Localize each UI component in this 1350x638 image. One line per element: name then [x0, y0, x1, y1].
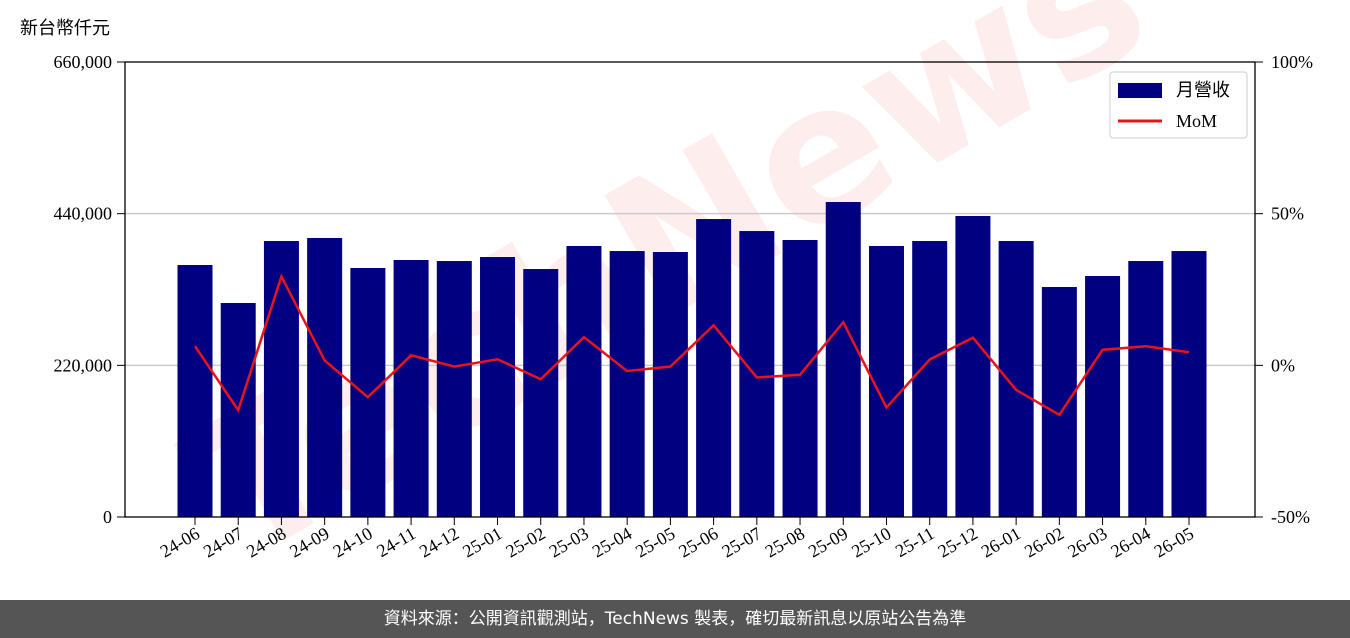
- y2-tick-label: -50%: [1271, 507, 1310, 527]
- bar: [696, 219, 732, 517]
- bar: [307, 238, 343, 518]
- x-tick-label: 26-04: [1107, 523, 1153, 561]
- y2-tick-label: 0%: [1271, 355, 1295, 375]
- footer: 資料來源：公開資訊觀測站，TechNews 製表，確切最新訊息以原站公告為準: [0, 600, 1350, 638]
- bar: [523, 269, 559, 517]
- x-tick-label: 25-03: [546, 523, 592, 561]
- bar: [1171, 251, 1207, 518]
- x-tick-label: 25-11: [892, 523, 938, 561]
- y-tick-label: 440,000: [54, 204, 113, 224]
- bar: [566, 245, 602, 517]
- bar: [825, 202, 861, 517]
- x-tick-label: 26-03: [1064, 523, 1110, 561]
- bar: [263, 241, 299, 518]
- bar: [739, 231, 775, 517]
- x-tick-label: 25-10: [848, 523, 894, 561]
- y-tick-label: 0: [103, 507, 112, 527]
- x-tick-label: 26-02: [1021, 523, 1067, 561]
- bar: [609, 251, 645, 518]
- bar: [912, 241, 948, 518]
- bar: [652, 251, 688, 518]
- bar: [393, 259, 429, 517]
- y-tick-label: 660,000: [54, 52, 113, 72]
- bar: [177, 265, 213, 517]
- y-axis-label: 新台幣仟元: [20, 18, 110, 38]
- y2-tick-label: 50%: [1271, 204, 1304, 224]
- bar: [480, 257, 516, 517]
- bar: [1085, 275, 1121, 517]
- x-tick-label: 25-12: [935, 523, 981, 561]
- legend-swatch: [1118, 83, 1162, 98]
- x-tick-label: 25-04: [589, 523, 635, 561]
- chart: 新台幣仟元 TechNews0220,000440,000660,000-50%…: [20, 0, 1313, 600]
- y2-tick-label: 100%: [1271, 52, 1313, 72]
- x-tick-label: 25-02: [502, 523, 548, 561]
- x-tick-label: 26-05: [1151, 523, 1197, 561]
- x-tick-label: 26-01: [978, 523, 1024, 561]
- bar: [998, 241, 1034, 518]
- line: [193, 273, 1190, 417]
- x-tick-label: 25-09: [805, 523, 851, 561]
- legend-label: MoM: [1176, 111, 1217, 131]
- bar: [955, 216, 991, 517]
- x-tick-label: 25-08: [762, 523, 808, 561]
- x-tick-label: 25-07: [718, 523, 764, 561]
- bar: [1128, 261, 1164, 517]
- legend-label: 月營收: [1176, 80, 1230, 100]
- x-tick-label: 25-01: [459, 523, 505, 561]
- plot-frame: [124, 61, 1256, 518]
- bar: [782, 240, 818, 517]
- bar: [350, 267, 386, 517]
- y-tick-label: 220,000: [54, 355, 113, 375]
- x-tick-label: 24-06: [157, 523, 203, 561]
- x-tick-label: 25-05: [632, 523, 678, 561]
- x-tick-label: 25-06: [675, 523, 721, 561]
- bar: [436, 261, 472, 517]
- x-tick-label: 24-12: [416, 523, 462, 561]
- bar: [1041, 287, 1077, 517]
- bar: [868, 245, 904, 517]
